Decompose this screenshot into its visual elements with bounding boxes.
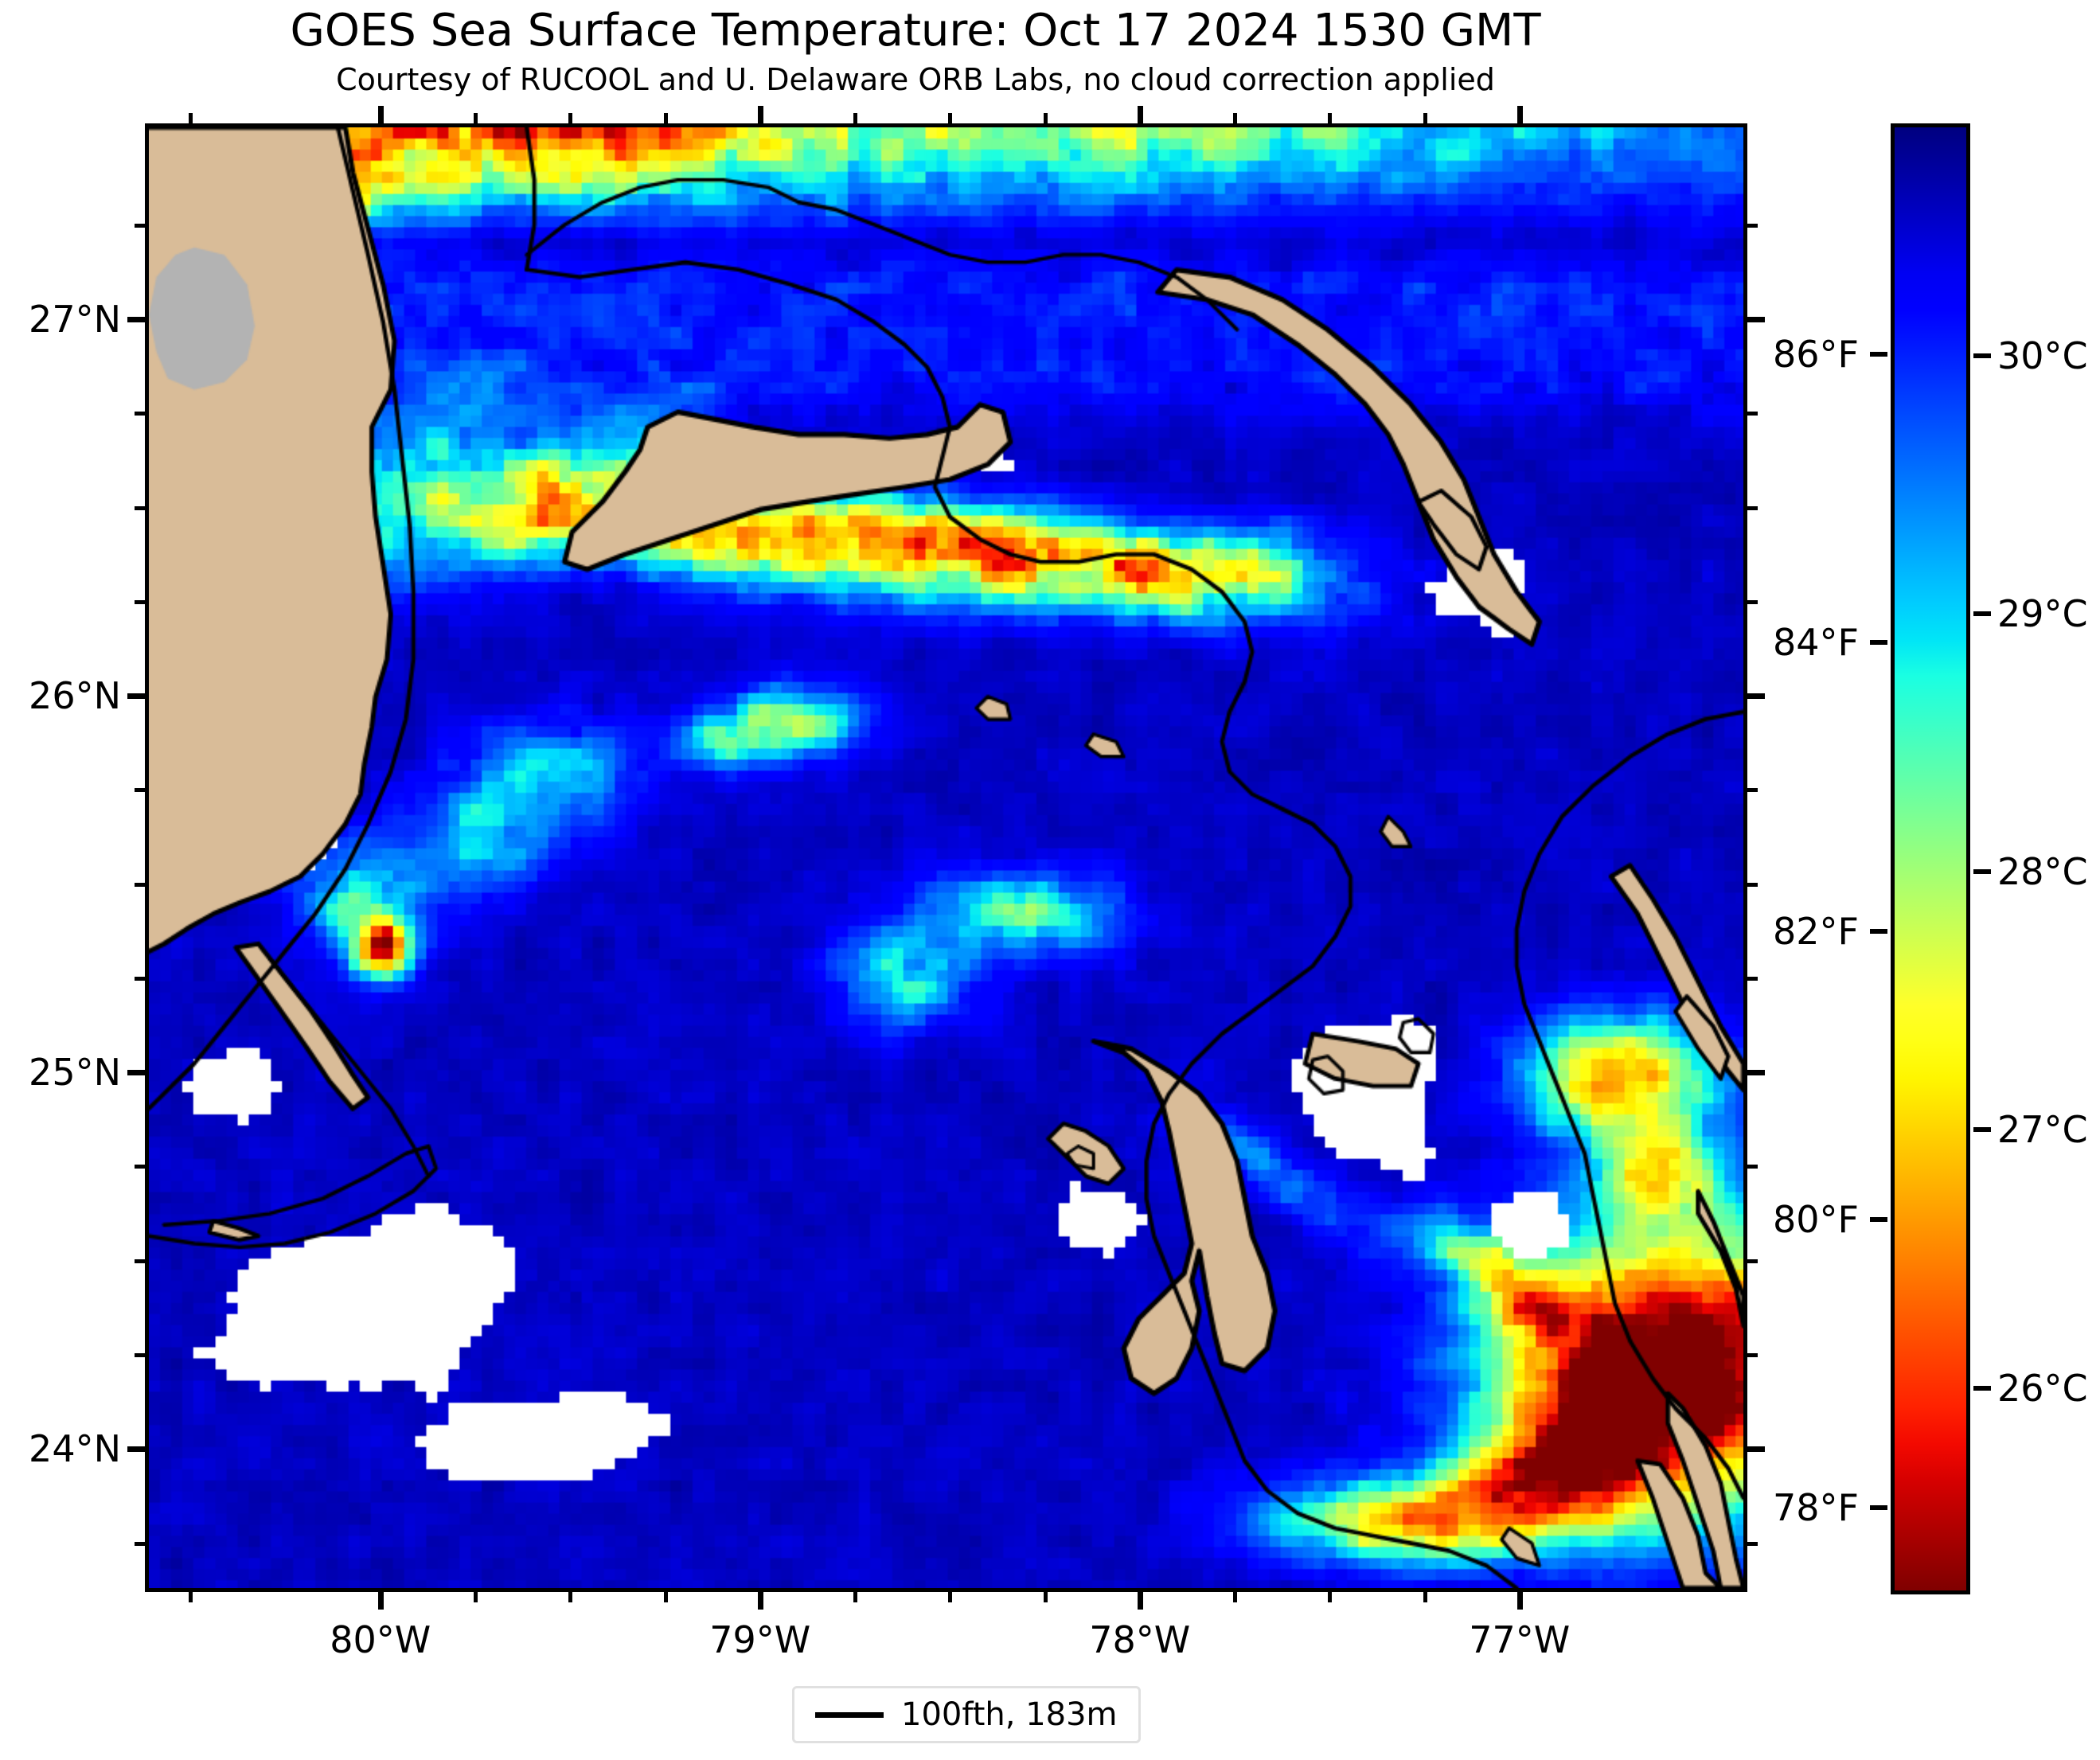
y-tick-minor-right	[1747, 223, 1758, 228]
x-tick-minor	[474, 1592, 478, 1602]
y-tick-minor	[135, 599, 145, 604]
y-tick-minor	[135, 223, 145, 228]
y-tick-minor	[135, 1352, 145, 1357]
sst-heatmap-canvas[interactable]	[149, 127, 1743, 1588]
colorbar-label-celsius: 27°C	[1997, 1108, 2088, 1152]
legend-line-swatch	[815, 1711, 884, 1718]
colorbar-label-celsius: 28°C	[1997, 850, 2088, 894]
y-tick-minor-right	[1747, 788, 1758, 793]
y-tick-minor	[135, 1541, 145, 1546]
y-axis-tick-label: 24°N	[29, 1427, 121, 1471]
colorbar-label-fahrenheit: 82°F	[1773, 909, 1859, 953]
colorbar-tick-fahrenheit	[1870, 351, 1887, 357]
colorbar-tick-celsius	[1973, 1385, 1991, 1391]
colorbar-label-celsius: 29°C	[1997, 592, 2088, 635]
colorbar-tick-celsius	[1973, 869, 1991, 875]
x-tick-minor	[1328, 1592, 1333, 1602]
colorbar-tick-celsius	[1973, 1127, 1991, 1133]
colorbar-gradient	[1895, 127, 1966, 1590]
y-tick-minor-right	[1747, 1541, 1758, 1546]
y-tick-major-right	[1747, 693, 1765, 700]
x-axis-tick-label: 78°W	[1089, 1618, 1191, 1661]
y-tick-major-right	[1747, 1446, 1765, 1453]
colorbar-label-fahrenheit: 78°F	[1773, 1486, 1859, 1530]
y-tick-major	[127, 693, 145, 700]
x-tick-minor	[1043, 1592, 1048, 1602]
page-subtitle: Courtesy of RUCOOL and U. Delaware ORB L…	[336, 62, 1495, 97]
y-axis-tick-label: 27°N	[29, 298, 121, 341]
y-tick-minor	[135, 1165, 145, 1169]
x-tick-minor-top	[853, 113, 858, 123]
y-tick-major	[127, 317, 145, 322]
y-tick-minor-right	[1747, 1165, 1758, 1169]
x-tick-minor-top	[189, 113, 193, 123]
colorbar-label-celsius: 30°C	[1997, 334, 2088, 377]
colorbar-tick-fahrenheit	[1870, 1505, 1887, 1511]
x-tick-major	[377, 1592, 384, 1610]
x-tick-minor-top	[663, 113, 668, 123]
x-tick-minor-top	[1328, 113, 1333, 123]
x-tick-minor-top	[1233, 113, 1238, 123]
page-title: GOES Sea Surface Temperature: Oct 17 202…	[290, 5, 1541, 57]
colorbar-tick-celsius	[1973, 611, 1991, 616]
y-tick-minor-right	[1747, 976, 1758, 981]
y-tick-minor-right	[1747, 505, 1758, 510]
y-tick-major-right	[1747, 1070, 1765, 1076]
y-tick-major	[127, 1070, 145, 1076]
y-tick-minor	[135, 505, 145, 510]
y-tick-major-right	[1747, 317, 1765, 322]
y-tick-minor-right	[1747, 412, 1758, 416]
x-tick-minor	[948, 1592, 953, 1602]
x-tick-major	[1137, 1592, 1143, 1610]
x-tick-minor-top	[1423, 113, 1427, 123]
colorbar[interactable]	[1891, 123, 1970, 1594]
x-axis-tick-label: 79°W	[709, 1618, 811, 1661]
colorbar-label-fahrenheit: 86°F	[1773, 332, 1859, 376]
x-tick-minor	[1423, 1592, 1427, 1602]
x-tick-minor	[568, 1592, 573, 1602]
x-tick-minor-top	[568, 113, 573, 123]
x-tick-minor	[853, 1592, 858, 1602]
y-tick-minor	[135, 882, 145, 887]
colorbar-label-fahrenheit: 84°F	[1773, 621, 1859, 665]
x-tick-minor	[189, 1592, 193, 1602]
legend-label: 100fth, 183m	[901, 1696, 1118, 1733]
x-tick-minor-top	[1043, 113, 1048, 123]
colorbar-label-celsius: 26°C	[1997, 1366, 2088, 1410]
y-axis-tick-label: 26°N	[29, 674, 121, 718]
colorbar-tick-fahrenheit	[1870, 640, 1887, 646]
x-tick-major-top	[1137, 106, 1143, 123]
colorbar-tick-fahrenheit	[1870, 1216, 1887, 1222]
x-axis-tick-label: 77°W	[1469, 1618, 1571, 1661]
x-tick-major	[757, 1592, 763, 1610]
y-tick-major	[127, 1446, 145, 1453]
colorbar-label-fahrenheit: 80°F	[1773, 1197, 1859, 1241]
x-tick-major	[1516, 1592, 1523, 1610]
map-plot-area[interactable]	[145, 123, 1747, 1592]
y-tick-minor	[135, 976, 145, 981]
y-tick-minor-right	[1747, 599, 1758, 604]
x-tick-major-top	[377, 106, 384, 123]
x-tick-minor	[1233, 1592, 1238, 1602]
x-tick-minor	[663, 1592, 668, 1602]
colorbar-tick-celsius	[1973, 353, 1991, 358]
y-tick-minor	[135, 412, 145, 416]
x-axis-tick-label: 80°W	[330, 1618, 431, 1661]
y-axis-tick-label: 25°N	[29, 1051, 121, 1095]
x-tick-major-top	[757, 106, 763, 123]
colorbar-tick-fahrenheit	[1870, 928, 1887, 934]
legend[interactable]: 100fth, 183m	[792, 1686, 1141, 1743]
x-tick-major-top	[1516, 106, 1523, 123]
y-tick-minor-right	[1747, 1352, 1758, 1357]
y-tick-minor	[135, 788, 145, 793]
x-tick-minor-top	[474, 113, 478, 123]
y-tick-minor-right	[1747, 882, 1758, 887]
y-tick-minor	[135, 1259, 145, 1263]
x-tick-minor-top	[948, 113, 953, 123]
y-tick-minor-right	[1747, 1259, 1758, 1263]
